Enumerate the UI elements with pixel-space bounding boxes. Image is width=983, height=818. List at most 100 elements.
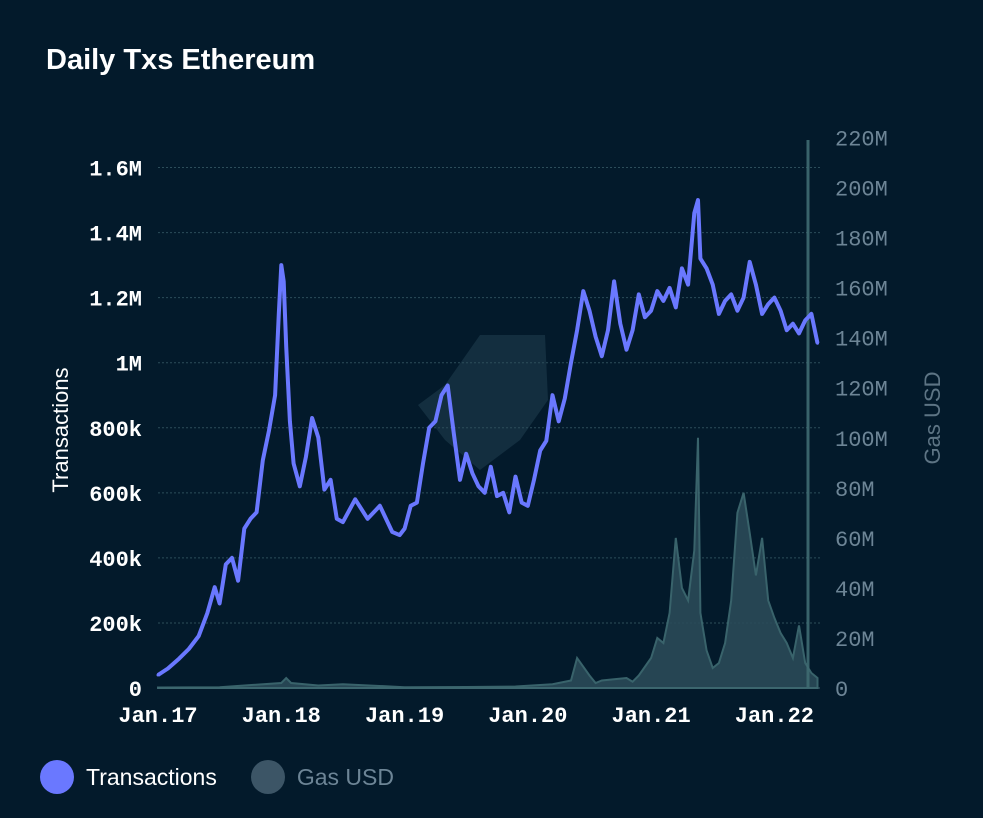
transactions-point — [249, 517, 252, 521]
y2-axis-label: Gas USD — [920, 372, 945, 465]
transactions-point — [273, 393, 277, 397]
transactions-point — [803, 318, 807, 322]
transactions-point — [809, 312, 813, 316]
transactions-point — [224, 562, 228, 566]
chart: 0 200k 400k 600k 800k 1M 1.2M 1.4M 1.6M 0 20M 40M 6… — [48, 128, 945, 729]
y-axis-label: Transactions — [48, 367, 73, 492]
transactions-point — [563, 397, 567, 400]
y2-tick-label: 220M — [835, 128, 888, 153]
transactions-point — [625, 348, 628, 352]
transactions-point — [668, 286, 672, 290]
transactions-point — [483, 491, 487, 495]
transactions-point — [643, 315, 647, 319]
transactions-point — [495, 494, 499, 498]
transactions-point — [421, 462, 425, 465]
transactions-point — [711, 283, 715, 287]
transactions-point — [501, 491, 505, 495]
transactions-point — [618, 322, 622, 326]
y2-tick-label: 80M — [835, 478, 875, 503]
transactions-point — [316, 436, 320, 439]
transactions-point — [705, 266, 709, 270]
transactions-point — [532, 478, 536, 482]
transactions-point — [197, 634, 201, 638]
transactions-point — [544, 439, 548, 443]
transactions-point — [698, 257, 702, 261]
gas-area — [157, 437, 819, 689]
transactions-point — [166, 667, 170, 670]
y-tick-label: 1.4M — [89, 223, 142, 248]
transactions-point — [304, 455, 308, 459]
transactions-point — [255, 510, 259, 514]
logo-shape — [418, 335, 548, 470]
y2-tick-label: 60M — [835, 528, 875, 553]
transactions-point — [526, 504, 530, 508]
transactions-point — [366, 517, 370, 521]
chart-title: Daily Txs Ethereum — [46, 44, 316, 76]
transactions-point — [298, 484, 302, 488]
y-tick-label: 0 — [129, 678, 142, 703]
y2-tick-label: 140M — [835, 328, 888, 353]
transactions-point — [267, 429, 271, 433]
transactions-point — [569, 361, 573, 365]
transactions-point — [464, 452, 468, 456]
y2-tick-label: 0 — [835, 678, 848, 703]
transactions-point — [816, 341, 819, 345]
transactions-point — [440, 393, 443, 397]
transactions-point — [661, 299, 665, 303]
transactions-point — [551, 393, 554, 397]
transactions-point — [696, 198, 700, 202]
transactions-point — [754, 283, 758, 287]
legend-item-transactions[interactable]: Transactions — [40, 760, 217, 794]
right-axis-ticks: 0 20M 40M 60M 80M 100M 120M 140M 160M 180M 200M 220… — [835, 128, 888, 703]
y2-tick-label: 160M — [835, 278, 888, 303]
legend-swatch-transactions — [40, 760, 74, 794]
transactions-point — [655, 289, 659, 293]
transactions-point — [735, 309, 739, 313]
x-tick-label: Jan.20 — [488, 704, 567, 729]
legend-label: Gas USD — [296, 764, 394, 790]
transactions-point — [329, 478, 333, 482]
transactions-point — [390, 530, 394, 534]
x-tick-label: Jan.21 — [612, 704, 691, 729]
y2-tick-label: 120M — [835, 378, 888, 403]
legend-item-gas-usd[interactable]: Gas USD — [250, 760, 394, 794]
transactions-point — [322, 488, 326, 492]
x-tick-label: Jan.19 — [365, 704, 444, 729]
transactions-point — [277, 312, 281, 316]
transactions-point — [766, 302, 770, 306]
x-tick-label: Jan.17 — [118, 704, 197, 729]
y2-tick-label: 180M — [835, 228, 888, 253]
transactions-point — [520, 501, 524, 505]
transactions-point — [606, 328, 610, 332]
x-tick-label: Jan.22 — [735, 704, 814, 729]
transactions-point — [470, 471, 474, 475]
legend-swatch-gas-usd — [250, 760, 285, 794]
transactions-point — [452, 432, 456, 436]
y2-tick-label: 20M — [835, 628, 875, 653]
watermark-logo — [418, 335, 548, 470]
transactions-point — [218, 601, 222, 605]
transactions-series — [156, 198, 820, 677]
legend: Transactions Gas USD — [40, 760, 428, 794]
transactions-point — [723, 299, 727, 303]
y-tick-label: 200k — [89, 613, 142, 638]
transactions-point — [433, 419, 437, 423]
y-tick-label: 1.2M — [89, 288, 142, 313]
legend-label: Transactions — [86, 764, 217, 790]
transactions-point — [282, 279, 286, 283]
transactions-point — [403, 527, 407, 531]
transactions-point — [353, 497, 357, 501]
transactions-point — [594, 335, 598, 339]
transactions-point — [242, 527, 246, 531]
transactions-point — [600, 354, 604, 358]
transactions-point — [637, 292, 641, 296]
transactions-point — [205, 611, 209, 615]
transactions-point — [742, 296, 746, 300]
transactions-point — [748, 260, 752, 264]
x-tick-label: Jan.18 — [242, 704, 321, 729]
transactions-point — [785, 328, 789, 332]
transactions-point — [213, 585, 217, 589]
transactions-point — [575, 328, 579, 332]
transactions-point — [760, 312, 764, 316]
y-tick-label: 600k — [89, 483, 142, 508]
